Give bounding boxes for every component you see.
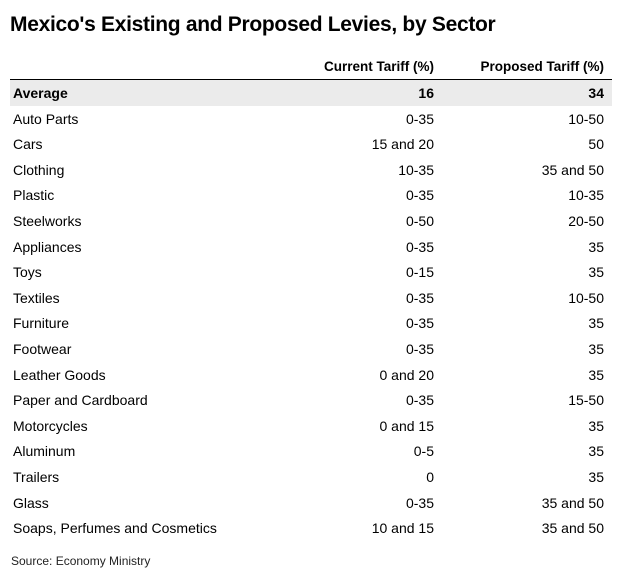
proposed-tariff-cell: 10-35 — [568, 187, 604, 204]
current-tariff-cell: 0-35 — [405, 238, 434, 255]
table-header: Current Tariff (%) Proposed Tariff (%) — [10, 56, 612, 80]
proposed-tariff-cell: 35 — [588, 340, 604, 357]
proposed-tariff-cell: 35 — [588, 468, 604, 485]
source-note: Source: Economy Ministry — [11, 554, 151, 568]
sector-cell: Auto Parts — [13, 110, 79, 127]
proposed-tariff-cell: 35 and 50 — [541, 161, 604, 178]
proposed-tariff-cell: 35 — [588, 443, 604, 460]
current-tariff-cell: 10-35 — [398, 161, 434, 178]
current-tariff-cell: 0-50 — [405, 212, 434, 229]
table-body: Average 16 34 Auto Parts 0-35 10-50 Cars 15 and… — [10, 80, 612, 541]
header-divider — [10, 79, 612, 80]
table-row-average: Average 16 34 — [10, 80, 612, 106]
current-tariff-cell: 0-15 — [405, 264, 434, 281]
table-row: Leather Goods 0 and 20 35 — [10, 362, 612, 388]
column-header-current-tariff: Current Tariff (%) — [324, 59, 434, 74]
current-tariff-cell: 0-35 — [405, 340, 434, 357]
table-row: Paper and Cardboard 0-35 15-50 — [10, 387, 612, 413]
proposed-tariff-cell: 35 — [588, 264, 604, 281]
current-tariff-cell: 16 — [418, 85, 434, 101]
table-row: Glass 0-35 35 and 50 — [10, 490, 612, 516]
table-row: Motorcycles 0 and 15 35 — [10, 413, 612, 439]
sector-cell: Soaps, Perfumes and Cosmetics — [13, 520, 217, 537]
sector-cell: Appliances — [13, 238, 82, 255]
page-title: Mexico's Existing and Proposed Levies, b… — [10, 13, 496, 36]
current-tariff-cell: 0-35 — [405, 392, 434, 409]
sector-cell: Clothing — [13, 161, 65, 178]
sector-cell: Footwear — [13, 340, 72, 357]
table-row: Clothing 10-35 35 and 50 — [10, 157, 612, 183]
current-tariff-cell: 0-35 — [405, 494, 434, 511]
sector-cell: Leather Goods — [13, 366, 106, 383]
sector-cell: Average — [13, 85, 68, 101]
table-row: Plastic 0-35 10-35 — [10, 182, 612, 208]
proposed-tariff-cell: 35 and 50 — [541, 520, 604, 537]
table-row: Steelworks 0-50 20-50 — [10, 208, 612, 234]
sector-cell: Paper and Cardboard — [13, 392, 148, 409]
proposed-tariff-cell: 35 and 50 — [541, 494, 604, 511]
current-tariff-cell: 0-35 — [405, 110, 434, 127]
column-header-proposed-tariff: Proposed Tariff (%) — [480, 59, 604, 74]
sector-cell: Motorcycles — [13, 417, 88, 434]
current-tariff-cell: 0 — [426, 468, 434, 485]
sector-cell: Plastic — [13, 187, 55, 204]
proposed-tariff-cell: 35 — [588, 366, 604, 383]
sector-cell: Toys — [13, 264, 42, 281]
table-row: Trailers 0 35 — [10, 464, 612, 490]
proposed-tariff-cell: 10-50 — [568, 110, 604, 127]
current-tariff-cell: 0-5 — [413, 443, 434, 460]
proposed-tariff-cell: 35 — [588, 315, 604, 332]
proposed-tariff-cell: 10-50 — [568, 289, 604, 306]
proposed-tariff-cell: 50 — [588, 136, 604, 153]
current-tariff-cell: 10 and 15 — [371, 520, 434, 537]
proposed-tariff-cell: 35 — [588, 238, 604, 255]
table-row: Textiles 0-35 10-50 — [10, 285, 612, 311]
current-tariff-cell: 0-35 — [405, 289, 434, 306]
table-row: Footwear 0-35 35 — [10, 336, 612, 362]
table-row: Appliances 0-35 35 — [10, 234, 612, 260]
table-row: Soaps, Perfumes and Cosmetics 10 and 15 35… — [10, 515, 612, 541]
proposed-tariff-cell: 34 — [588, 85, 604, 101]
table-row: Cars 15 and 20 50 — [10, 131, 612, 157]
sector-cell: Aluminum — [13, 443, 76, 460]
current-tariff-cell: 0 and 20 — [379, 366, 435, 383]
table-row: Auto Parts 0-35 10-50 — [10, 106, 612, 132]
proposed-tariff-cell: 15-50 — [568, 392, 604, 409]
sector-cell: Steelworks — [13, 212, 82, 229]
sector-cell: Glass — [13, 494, 49, 511]
proposed-tariff-cell: 20-50 — [568, 212, 604, 229]
table-row: Toys 0-15 35 — [10, 259, 612, 285]
table-row: Aluminum 0-5 35 — [10, 438, 612, 464]
current-tariff-cell: 0-35 — [405, 315, 434, 332]
sector-cell: Furniture — [13, 315, 70, 332]
proposed-tariff-cell: 35 — [588, 417, 604, 434]
current-tariff-cell: 15 and 20 — [371, 136, 434, 153]
current-tariff-cell: 0 and 15 — [379, 417, 435, 434]
sector-cell: Trailers — [13, 468, 60, 485]
sector-cell: Textiles — [13, 289, 60, 306]
current-tariff-cell: 0-35 — [405, 187, 434, 204]
table-row: Furniture 0-35 35 — [10, 310, 612, 336]
sector-cell: Cars — [13, 136, 43, 153]
